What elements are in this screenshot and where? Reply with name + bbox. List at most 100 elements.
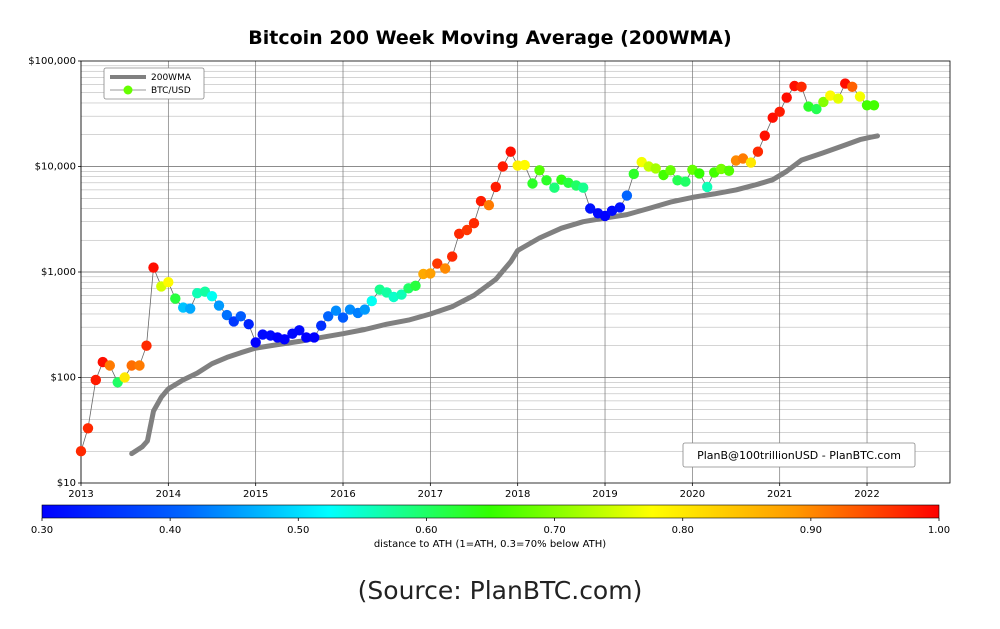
btc-point — [475, 195, 487, 207]
btc-point — [316, 320, 327, 331]
btc-point — [796, 81, 807, 93]
btc-point — [519, 159, 530, 171]
x-tick-label: 2020 — [680, 489, 705, 500]
legend-label-wma: 200WMA — [151, 73, 192, 83]
btc-point — [578, 182, 589, 193]
btc-point — [366, 295, 377, 307]
btc-point — [235, 311, 246, 322]
btc-point — [148, 262, 159, 273]
btc-point — [483, 200, 495, 211]
btc-point — [396, 289, 407, 300]
btc-point — [527, 178, 538, 189]
y-tick-label: $1,000 — [41, 267, 76, 278]
btc-point — [505, 146, 516, 157]
btc-point — [468, 218, 480, 229]
btc-point — [694, 168, 705, 179]
btc-point — [803, 101, 814, 112]
x-tick-label: 2019 — [592, 489, 617, 500]
y-tick-label: $10,000 — [35, 162, 76, 173]
btc-point — [614, 202, 626, 213]
btc-line — [80, 83, 874, 452]
x-tick-label: 2021 — [767, 489, 792, 500]
btc-point — [461, 224, 473, 236]
btc-point — [767, 112, 778, 123]
btc-point — [82, 423, 94, 434]
y-tick-label: $10 — [57, 478, 76, 489]
btc-point — [628, 168, 639, 180]
btc-point — [185, 303, 196, 314]
btc-point — [606, 205, 618, 216]
x-tick-label: 2018 — [505, 489, 530, 500]
btc-point — [104, 360, 116, 371]
btc-point — [665, 165, 676, 176]
btc-point — [680, 176, 691, 187]
colorbar-tick-label: 0.50 — [287, 525, 309, 536]
credit-text: PlanB@100trillionUSD - PlanBTC.com — [697, 449, 901, 462]
btc-point — [759, 130, 770, 141]
btc-point — [833, 93, 844, 104]
colorbar-tick-label: 0.30 — [31, 525, 53, 536]
btc-point — [330, 305, 342, 316]
credit-box: PlanB@100trillionUSD - PlanBTC.com — [682, 442, 916, 468]
wma-line — [129, 133, 880, 457]
colorbar-tick-label: 0.60 — [415, 525, 437, 536]
x-tick-label: 2016 — [330, 489, 355, 500]
btc-point — [702, 181, 713, 193]
btc-point — [337, 312, 349, 323]
btc-point — [279, 334, 290, 345]
btc-point — [868, 100, 880, 111]
btc-point — [163, 277, 174, 288]
btc-point — [447, 251, 458, 262]
colorbar-ticks: 0.30 0.40 0.50 0.60 0.70 0.80 0.90 1.00 — [31, 518, 950, 536]
btc-point — [119, 372, 130, 383]
btc-point — [301, 332, 312, 343]
legend: 200WMA BTC/USD — [103, 67, 205, 100]
btc-point — [549, 182, 560, 193]
btc-point — [440, 263, 451, 274]
btc-point — [585, 203, 596, 214]
btc-point — [454, 228, 465, 239]
colorbar-tick-label: 0.80 — [672, 525, 694, 536]
x-tick-label: 2015 — [243, 489, 268, 500]
colorbar — [41, 504, 940, 519]
btc-point — [723, 165, 735, 176]
source-caption: (Source: PlanBTC.com) — [357, 576, 643, 605]
btc-point — [141, 340, 152, 351]
btc-point — [490, 181, 501, 193]
btc-point — [497, 161, 508, 172]
btc-point — [344, 304, 356, 315]
chart-title: Bitcoin 200 Week Moving Average (200WMA) — [248, 27, 731, 49]
btc-point — [811, 103, 822, 115]
btc-point — [323, 311, 334, 322]
btc-point — [170, 293, 181, 304]
btc-point — [621, 190, 633, 201]
legend-swatch-btc — [123, 85, 133, 95]
btc-point — [192, 288, 203, 299]
btc-point — [563, 177, 574, 188]
btc-point — [134, 360, 145, 371]
btc-point — [716, 163, 727, 175]
btc-point — [541, 175, 552, 186]
x-tick-label: 2022 — [854, 489, 879, 500]
btc-point — [250, 337, 261, 348]
btc-point — [410, 280, 421, 291]
btc-point — [309, 332, 320, 343]
btc-point — [774, 106, 785, 118]
colorbar-label: distance to ATH (1=ATH, 0.3=70% below AT… — [374, 539, 606, 550]
axis-tick-labels: $10 $100 $1,000 $10,000 $100,000 2013 2014 2015… — [28, 56, 879, 500]
btc-series — [75, 78, 880, 457]
btc-point — [257, 329, 268, 340]
colorbar-tick-label: 0.70 — [543, 525, 565, 536]
btc-point — [672, 175, 683, 186]
grid — [80, 61, 950, 483]
btc-point — [126, 360, 137, 371]
colorbar-tick-label: 0.40 — [159, 525, 181, 536]
y-tick-label: $100,000 — [28, 56, 76, 67]
legend-label-btc: BTC/USD — [151, 86, 191, 96]
btc-point — [825, 90, 836, 101]
btc-point — [432, 258, 443, 269]
colorbar-tick-label: 0.90 — [800, 525, 822, 536]
colorbar-tick-label: 1.00 — [928, 525, 950, 536]
btc-point — [243, 319, 254, 330]
